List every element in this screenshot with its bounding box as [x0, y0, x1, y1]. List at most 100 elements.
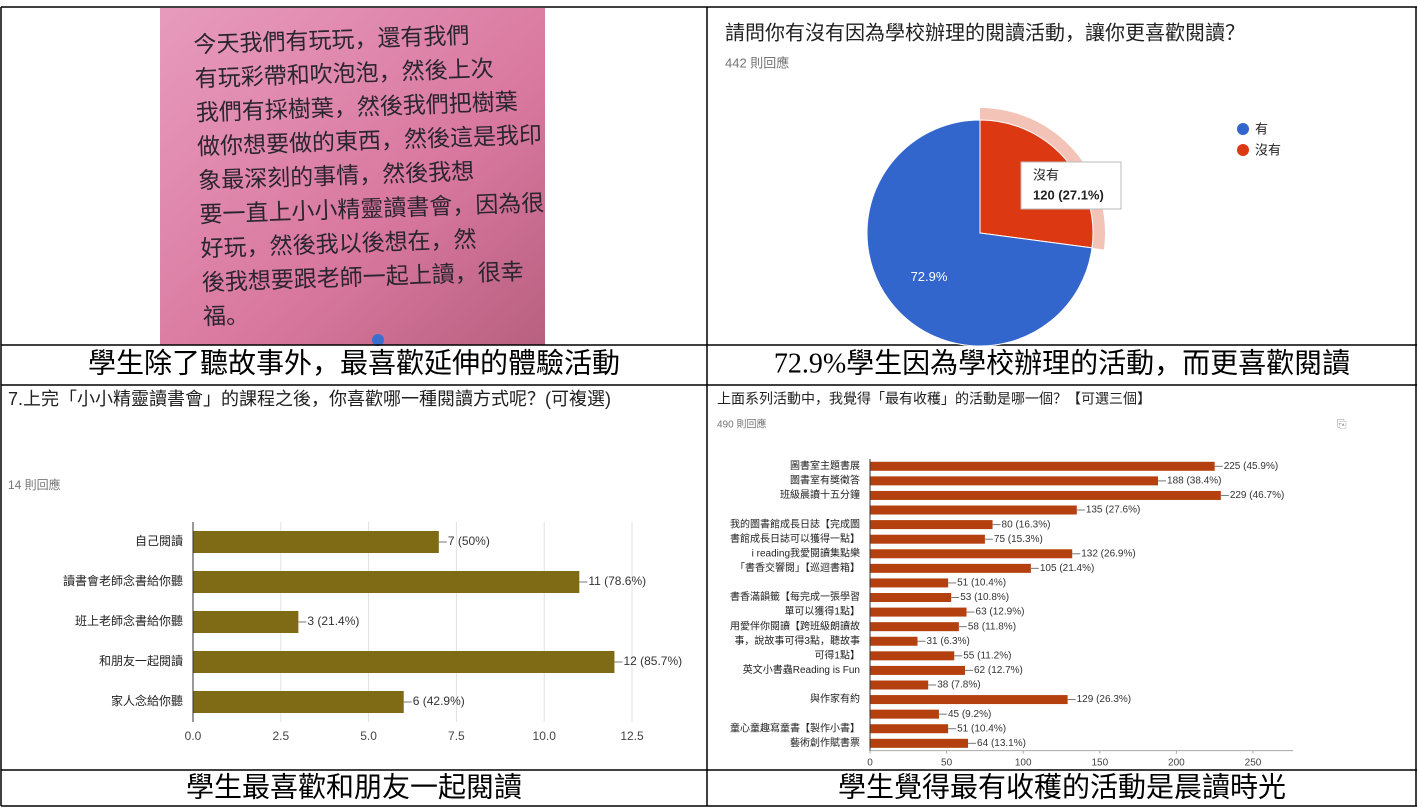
- value-label: 58 (11.8%): [968, 621, 1016, 632]
- value-label: 229 (46.7%): [1230, 490, 1284, 501]
- bar: [870, 564, 1031, 573]
- chart-subtitle: 442 則回應: [725, 55, 789, 70]
- chart-title: 上面系列活動中，我覺得「最有收穫」的活動是哪一個？【可選三個】: [717, 391, 1151, 407]
- note-line: 福。: [203, 303, 250, 330]
- bar: [870, 637, 917, 646]
- bar: [870, 608, 967, 617]
- y-tick-label: 家人念給你聽: [111, 693, 183, 708]
- slice-label: 72.9%: [911, 269, 948, 284]
- value-label: 45 (9.2%): [948, 709, 991, 720]
- bar: [870, 535, 985, 544]
- x-tick-label: 12.5: [620, 729, 644, 743]
- x-tick-label: 0.0: [185, 729, 202, 743]
- x-tick-label: 7.5: [448, 729, 465, 743]
- value-label: 225 (45.9%): [1224, 461, 1278, 472]
- bar: [870, 506, 1077, 515]
- y-tick-label: i reading我愛閱讀集點樂: [752, 546, 860, 559]
- y-tick-label: 讀書會老師念書給你聽: [63, 573, 183, 588]
- x-tick-label: 150: [1091, 758, 1108, 769]
- chart-subtitle: 14 則回應: [8, 477, 61, 492]
- y-tick-label: 單可以獲得1點】: [784, 605, 860, 618]
- y-tick-label: 童心童趣寫童書【製作小書】: [730, 721, 860, 734]
- y-tick-label: 英文小書蟲Reading is Fun: [743, 663, 860, 676]
- caption: 學生除了聽故事外，最喜歡延伸的體驗活動: [88, 347, 620, 379]
- value-label: 129 (26.3%): [1077, 694, 1131, 705]
- y-tick-label: 藝術創作賦書票: [790, 736, 860, 749]
- y-tick-label: 自己閱讀: [135, 534, 183, 548]
- value-label: 75 (15.3%): [994, 534, 1043, 545]
- bar: [870, 462, 1215, 471]
- value-label: 6 (42.9%): [413, 694, 465, 708]
- chart-subtitle: 490 則回應: [717, 418, 766, 431]
- value-label: 11 (78.6%): [588, 574, 646, 588]
- photo-dot: [372, 334, 384, 346]
- bar: [870, 666, 965, 675]
- bar: [193, 611, 298, 633]
- value-label: 135 (27.6%): [1086, 505, 1140, 516]
- bar: [870, 710, 939, 719]
- bar: [870, 578, 948, 587]
- bar: [870, 695, 1068, 704]
- bar: [870, 520, 993, 529]
- caption: 學生覺得最有收穫的活動是晨讀時光: [838, 771, 1286, 803]
- x-tick-label: 250: [1245, 758, 1262, 769]
- legend-label: 沒有: [1255, 142, 1281, 157]
- bar: [193, 691, 404, 713]
- y-tick-label: 書香滿韻籤【每完成一張學習: [730, 590, 860, 603]
- x-tick-label: 2.5: [272, 729, 289, 743]
- bar: [870, 651, 954, 660]
- chart-title: 請問你有沒有因為學校辦理的閱讀活動，讓你更喜歡閱讀？: [725, 21, 1245, 44]
- bar: [193, 651, 614, 673]
- bar: [870, 739, 968, 748]
- bar: [870, 724, 948, 733]
- value-label: 55 (11.2%): [963, 650, 1011, 661]
- caption: 學生最喜歡和朋友一起閱讀: [186, 771, 522, 803]
- value-label: 63 (12.9%): [976, 607, 1025, 618]
- value-label: 132 (26.9%): [1081, 548, 1135, 559]
- y-tick-label: 班上老師念書給你聽: [75, 613, 183, 628]
- caption: 72.9%學生因為學校辦理的活動，而更喜歡閱讀: [774, 347, 1350, 379]
- bar: [193, 531, 439, 553]
- chart-title: 7.上完「小小精靈讀書會」的課程之後，你喜歡哪一種閱讀方式呢？(可複選): [8, 386, 658, 412]
- value-label: 64 (13.1%): [977, 738, 1026, 749]
- value-label: 7 (50%): [448, 534, 490, 548]
- bar: [870, 680, 928, 689]
- y-tick-label: 可得1點】: [814, 648, 860, 661]
- y-tick-label: 事，說故事可得3點，聽故事: [734, 634, 860, 647]
- page: { "photo": { "lines": [ "今天我們有玩玩，還有我們", …: [0, 0, 1418, 807]
- x-tick-label: 0: [867, 758, 873, 769]
- y-tick-label: 圖書室主題書展: [790, 459, 860, 472]
- legend-marker: [1237, 123, 1249, 135]
- value-label: 188 (38.4%): [1167, 476, 1221, 487]
- value-label: 62 (12.7%): [974, 665, 1023, 676]
- y-tick-label: 我的圖書館成長日誌【完成圖: [730, 517, 860, 530]
- value-label: 38 (7.8%): [937, 680, 980, 691]
- x-tick-label: 200: [1168, 758, 1185, 769]
- bar: [870, 593, 951, 602]
- x-tick-label: 50: [941, 758, 953, 769]
- value-label: 12 (85.7%): [623, 654, 682, 668]
- tooltip-value: 120 (27.1%): [1033, 187, 1104, 202]
- bar: [193, 571, 579, 593]
- x-tick-label: 5.0: [360, 729, 377, 743]
- y-tick-label: 班級晨讀十五分鐘: [780, 488, 860, 501]
- y-tick-label: 「書香交響閱」【巡迴書箱】: [735, 561, 860, 574]
- bar: [870, 476, 1158, 485]
- x-tick-label: 100: [1015, 758, 1032, 769]
- icon: ⎘: [1337, 417, 1347, 431]
- value-label: 31 (6.3%): [926, 636, 969, 647]
- bar: [870, 622, 959, 631]
- value-label: 51 (10.4%): [957, 723, 1006, 734]
- value-label: 105 (21.4%): [1040, 563, 1094, 574]
- value-label: 80 (16.3%): [1002, 519, 1051, 530]
- y-tick-label: 書館成長日誌可以獲得一點】: [730, 532, 860, 545]
- x-tick-label: 10.0: [533, 729, 557, 743]
- value-label: 53 (10.8%): [960, 592, 1009, 603]
- tooltip-title: 沒有: [1033, 167, 1059, 182]
- y-tick-label: 與作家有約: [810, 692, 860, 705]
- value-label: 51 (10.4%): [957, 578, 1006, 589]
- y-tick-label: 圖書室有獎徵答: [790, 474, 860, 487]
- y-tick-label: 和朋友一起閱讀: [99, 654, 183, 668]
- legend-label: 有: [1255, 121, 1268, 136]
- y-tick-label: 用愛伴你閱讀【跨班級朗讀故: [730, 619, 860, 632]
